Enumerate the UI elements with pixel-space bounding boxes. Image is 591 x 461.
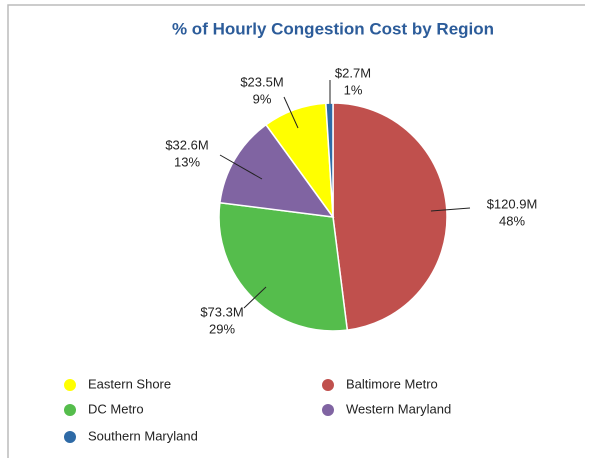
leader-line (283, 96, 299, 129)
legend-label: Western Maryland (346, 401, 451, 416)
pie-slice (325, 102, 334, 218)
leader-line (430, 207, 471, 212)
legend-swatch (322, 404, 334, 416)
chart-title: % of Hourly Congestion Cost by Region (172, 19, 494, 38)
legend-label: Southern Maryland (88, 428, 198, 443)
frame (7, 4, 585, 458)
cost-label: $32.6M (165, 137, 208, 152)
pie-slice (219, 123, 335, 218)
legend-label: Baltimore Metro (346, 376, 438, 391)
cost-label: $2.7M (335, 65, 371, 80)
leader-line (219, 154, 263, 180)
legend-label: DC Metro (88, 401, 144, 416)
cost-label: $73.3M (200, 304, 243, 319)
value-label: 13% (174, 154, 200, 169)
legend-swatch (64, 379, 76, 391)
value-label: 9% (253, 91, 272, 106)
pie-slice (218, 201, 349, 332)
legend-swatch (64, 431, 76, 443)
leader-line (243, 286, 267, 309)
legend-label: Eastern Shore (88, 376, 171, 391)
cost-label: $23.5M (240, 74, 283, 89)
value-label: 1% (344, 82, 363, 97)
legend-swatch (322, 379, 334, 391)
value-label: 29% (209, 321, 235, 336)
legend-swatch (64, 404, 76, 416)
cost-label: $120.9M (487, 196, 538, 211)
value-label: 48% (499, 213, 525, 228)
